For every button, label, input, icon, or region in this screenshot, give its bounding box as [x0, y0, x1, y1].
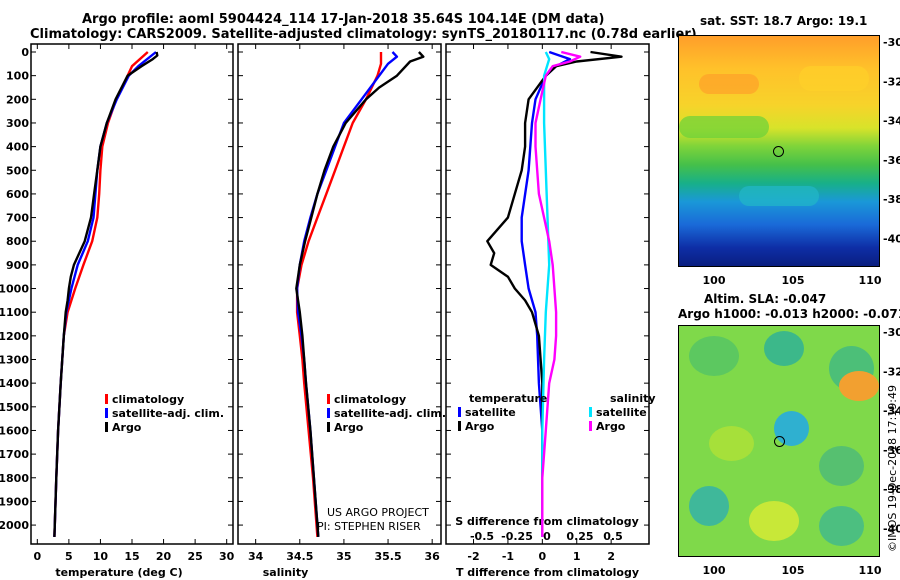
series-line-climatology [295, 52, 383, 537]
x-axis-label: T difference from climatology [456, 566, 639, 579]
series-group [53, 51, 159, 537]
x-tick-label: 10 [93, 550, 109, 563]
top-x-tick-label: 0 [543, 530, 551, 543]
x-axis-label: temperature (deg C) [55, 566, 182, 579]
legend-temp-argo-label: Argo [465, 420, 495, 433]
top-x-tick-label: -0.25 [501, 530, 533, 543]
argo-location-marker [773, 146, 784, 157]
legend-sal-satellite-adj-swatch [327, 408, 330, 418]
legend-satellite-adj-swatch [105, 408, 108, 418]
depth-tick-label: 200 [6, 93, 29, 106]
legend-argo-swatch [105, 422, 108, 432]
x-tick-label: 15 [124, 550, 139, 563]
x-tick-label: 0 [539, 550, 547, 563]
depth-tick-label: 300 [6, 117, 29, 130]
x-tick-label: 34.5 [286, 550, 313, 563]
top-x-axis-label: S difference from climatology [455, 515, 639, 528]
sla-map-title: Altim. SLA: -0.047 [704, 292, 827, 306]
top-x-tick-label: 0.5 [603, 530, 623, 543]
legend-temp-argo-swatch [458, 421, 461, 431]
depth-tick-label: 600 [6, 188, 29, 201]
series-line-temperature-satellite [520, 50, 572, 537]
legend-salinity-heading: salinity [610, 392, 656, 405]
depth-tick-label: 2000 [0, 519, 29, 532]
depth-tick-label: 1500 [0, 401, 29, 414]
series-group [486, 50, 623, 537]
depth-tick-label: 1300 [0, 354, 29, 367]
legend-satellite-adj-label: satellite-adj. clim. [112, 407, 224, 420]
depth-tick-label: 1700 [0, 448, 29, 461]
x-tick-label: -1 [502, 550, 514, 563]
depth-tick-label: 1400 [0, 377, 29, 390]
x-tick-label: 2 [607, 550, 615, 563]
sst-map [678, 35, 880, 267]
depth-tick-label: 500 [6, 164, 29, 177]
depth-tick-label: 1900 [0, 495, 29, 508]
series-group [295, 51, 425, 537]
x-tick-label: 35 [336, 550, 351, 563]
sla-map-subtitle: Argo h1000: -0.013 h2000: -0.071 [678, 307, 900, 321]
legend-sal-argo-swatch [327, 422, 330, 432]
sst-map-title: sat. SST: 18.7 Argo: 19.1 [700, 14, 868, 28]
legend-temp-satellite-swatch [458, 407, 461, 417]
x-tick-label: 25 [187, 550, 202, 563]
legend-sal-satellite-adj-label: satellite-adj. clim. [334, 407, 446, 420]
watermark-project: US ARGO PROJECT [327, 506, 429, 519]
x-tick-label: -2 [467, 550, 479, 563]
watermark-pi: PI: STEPHEN RISER [317, 520, 421, 533]
legend-sal-climatology-label: climatology [334, 393, 406, 406]
credit-text: ©IMOS 19-Dec-2018 17:19:49 [886, 385, 899, 552]
depth-tick-label: 700 [6, 212, 29, 225]
legend-sal-climatology-swatch [327, 394, 330, 404]
x-tick-label: 0 [33, 550, 41, 563]
depth-tick-label: 1000 [0, 283, 29, 296]
argo-location-marker-sla [774, 436, 785, 447]
depth-tick-label: 900 [6, 259, 29, 272]
x-tick-label: 34 [248, 550, 264, 563]
depth-tick-label: 1100 [0, 306, 29, 319]
x-tick-label: 1 [573, 550, 581, 563]
panel-frame [445, 43, 650, 545]
chart-title-line2: Climatology: CARS2009. Satellite-adjuste… [30, 27, 697, 42]
legend-climatology-label: climatology [112, 393, 184, 406]
x-tick-label: 36 [425, 550, 441, 563]
legend-sal-satellite-swatch [589, 407, 592, 417]
depth-tick-label: 1800 [0, 472, 29, 485]
top-x-tick-label: -0.5 [470, 530, 494, 543]
legend-climatology-swatch [105, 394, 108, 404]
legend-sal-argo-label: Argo [334, 421, 364, 434]
depth-tick-label: 800 [6, 235, 29, 248]
x-tick-label: 30 [219, 550, 235, 563]
panel-frame [237, 43, 442, 545]
series-line-salinity-satellite [541, 51, 551, 537]
depth-tick-label: 400 [6, 141, 29, 154]
depth-tick-label: 100 [6, 70, 29, 83]
panel-frame [30, 43, 234, 545]
x-tick-label: 35.5 [374, 550, 401, 563]
x-tick-label: 5 [65, 550, 73, 563]
sla-map [678, 325, 880, 557]
legend-temperature-heading: temperature [469, 392, 547, 405]
series-line-salinity-argo [534, 50, 582, 537]
depth-tick-label: 0 [21, 46, 29, 59]
depth-tick-label: 1200 [0, 330, 29, 343]
series-line-argo [53, 51, 159, 537]
series-line-argo [295, 51, 425, 537]
depth-tick-label: 1600 [0, 424, 29, 437]
x-tick-label: 20 [156, 550, 172, 563]
top-x-tick-label: 0.25 [566, 530, 593, 543]
legend-temp-satellite-label: satellite [465, 406, 516, 419]
chart-title-line1: Argo profile: aoml 5904424_114 17-Jan-20… [82, 12, 605, 27]
legend-sal-argo-label: Argo [596, 420, 626, 433]
legend-sal-argo-swatch [589, 421, 592, 431]
x-axis-label: salinity [263, 566, 309, 579]
legend-sal-satellite-label: satellite [596, 406, 647, 419]
legend-argo-label: Argo [112, 421, 142, 434]
